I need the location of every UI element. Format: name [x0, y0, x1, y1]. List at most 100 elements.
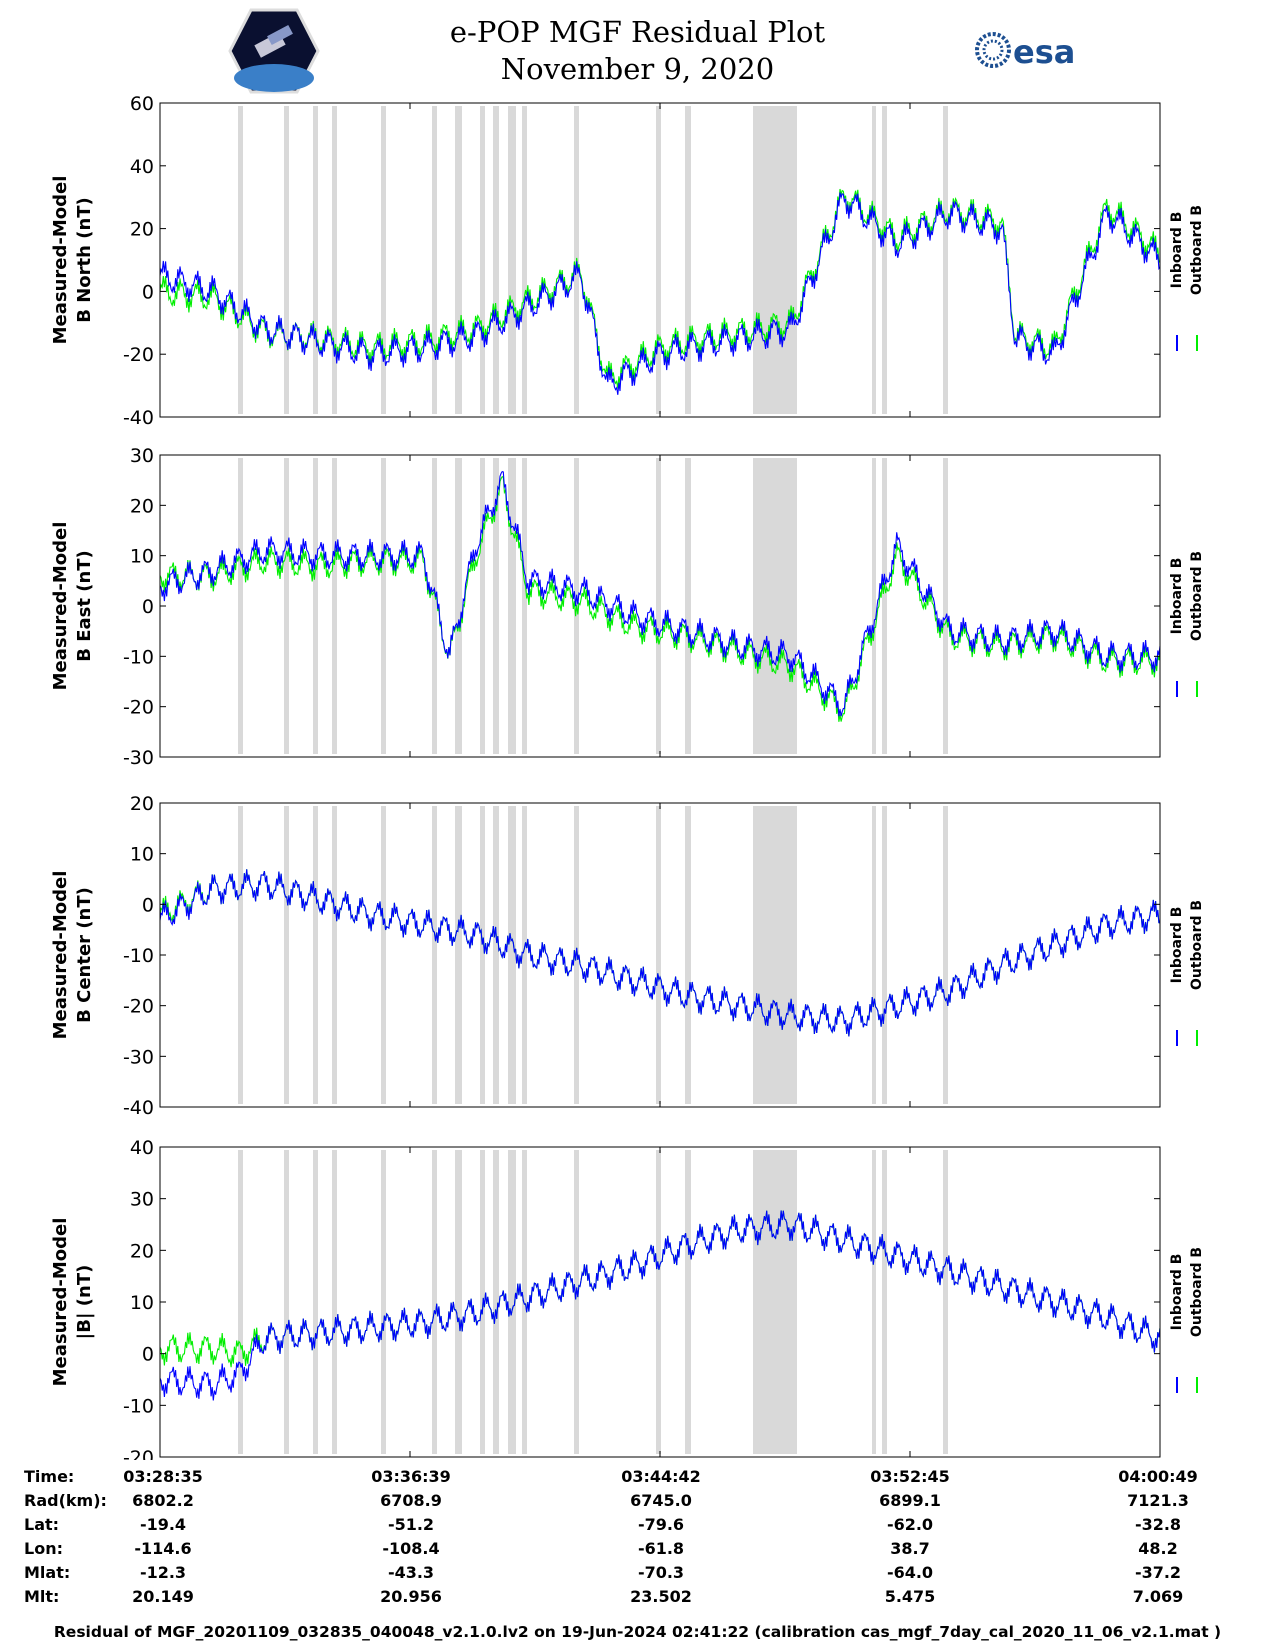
data-gap-band: [238, 106, 243, 414]
data-gap-band: [753, 106, 797, 414]
data-gap-band: [508, 1150, 516, 1454]
legend-inboard-label: Inboard B: [1169, 558, 1185, 635]
info-value: -43.3: [387, 1563, 435, 1582]
y-axis-label-line-2: B East (nT): [74, 550, 95, 662]
panel-4: -20 -10 0 10 20 30 40 Measured-Model |B| (nT) Inb…: [50, 1137, 1205, 1460]
data-gap-band: [284, 106, 289, 414]
data-gap-band: [522, 458, 527, 754]
y-tick-label: 20: [130, 1240, 154, 1262]
data-gap-band: [332, 806, 337, 1104]
info-value: -108.4: [382, 1539, 440, 1558]
y-tick-label: -20: [123, 1447, 154, 1460]
data-gap-band: [685, 1150, 691, 1454]
data-gap-band: [872, 458, 876, 754]
y-tick-label: -40: [123, 407, 154, 429]
y-tick-label: -40: [123, 1097, 154, 1119]
info-value: 20.956: [380, 1587, 442, 1606]
data-gap-band: [656, 106, 661, 414]
data-gap-band: [381, 1150, 386, 1454]
data-gap-band: [238, 806, 243, 1104]
data-gap-band: [455, 806, 462, 1104]
legend-inboard-label: Inboard B: [1169, 1254, 1185, 1331]
data-gap-band: [493, 1150, 499, 1454]
y-axis-label-line-1: Measured-Model: [50, 871, 71, 1040]
panel-1: -40 -20 0 20 40 60 Measured-Model B North (nT) I…: [50, 93, 1205, 429]
info-value: 23.502: [630, 1587, 692, 1606]
data-gap-band: [432, 106, 437, 414]
data-gap-band: [238, 1150, 243, 1454]
data-gap-band: [753, 458, 797, 754]
legend-outboard-label: Outboard B: [1189, 900, 1205, 990]
data-gap-band: [381, 806, 386, 1104]
data-gap-band: [284, 806, 289, 1104]
orbit-info-table: Time: Rad(km): Lat: Lon: Mlat: Mlt: 03:2…: [0, 1465, 1275, 1615]
data-gap-band: [381, 458, 386, 754]
legend-outboard-label: Outboard B: [1189, 1247, 1205, 1337]
inboard-series-line: [159, 470, 1161, 717]
info-value: 03:36:39: [371, 1467, 451, 1486]
data-gap-band: [882, 806, 887, 1104]
info-label-time: Time:: [24, 1467, 75, 1486]
data-gap-band: [493, 806, 499, 1104]
info-label-mlt: Mlt:: [24, 1587, 60, 1606]
data-gap-band: [480, 458, 485, 754]
info-value: -12.3: [139, 1563, 187, 1582]
y-tick-label: -10: [123, 1395, 154, 1417]
y-tick-label: 20: [130, 495, 154, 517]
data-gap-band: [432, 458, 437, 754]
data-gap-band: [332, 106, 337, 414]
data-gap-band: [480, 806, 485, 1104]
data-gap-band: [872, 1150, 876, 1454]
info-value: -114.6: [134, 1539, 192, 1558]
esa-logo-text: esa: [1013, 33, 1075, 70]
data-gap-band: [882, 1150, 887, 1454]
info-value: -70.3: [637, 1563, 685, 1582]
y-tick-label: 0: [142, 1344, 154, 1366]
data-gap-band: [313, 1150, 318, 1454]
data-gap-band: [313, 106, 318, 414]
y-tick-label: 20: [130, 219, 154, 241]
y-tick-label: -20: [123, 344, 154, 366]
y-tick-label: 40: [130, 1137, 154, 1159]
y-axis-label-line-2: B North (nT): [74, 197, 95, 323]
info-value: 6899.1: [879, 1491, 941, 1510]
y-tick-label: -10: [123, 945, 154, 967]
data-gap-band: [455, 106, 462, 414]
y-axis-label-line-1: Measured-Model: [50, 522, 71, 691]
data-gap-band: [508, 806, 516, 1104]
data-gap-band: [685, 106, 691, 414]
data-gap-band: [522, 1150, 527, 1454]
title-line-1: e-POP MGF Residual Plot: [449, 15, 826, 49]
data-gap-band: [508, 106, 516, 414]
inboard-series-line: [159, 869, 1161, 1037]
y-tick-label: 60: [130, 93, 154, 115]
legend-outboard-label: Outboard B: [1189, 551, 1205, 641]
esa-logo: esa: [975, 32, 1075, 70]
data-gap-band: [656, 806, 661, 1104]
legend-outboard-label: Outboard B: [1189, 205, 1205, 295]
info-value: 5.475: [884, 1587, 936, 1606]
inboard-series-line: [159, 192, 1161, 395]
data-gap-band: [238, 458, 243, 754]
info-value: -32.8: [1134, 1515, 1182, 1534]
y-axis-label-line-1: Measured-Model: [50, 1218, 71, 1387]
info-label-lat: Lat:: [24, 1515, 60, 1534]
data-gap-band: [943, 458, 948, 754]
data-gap-band: [284, 458, 289, 754]
panel-3: -40 -30 -20 -10 0 10 20 Measured-Model B Center …: [50, 793, 1205, 1119]
data-gap-band: [332, 1150, 337, 1454]
data-gap-band: [508, 458, 516, 754]
data-gap-band: [432, 806, 437, 1104]
info-value: 7.069: [1132, 1587, 1184, 1606]
y-tick-label: 10: [130, 844, 154, 866]
info-value: 6745.0: [630, 1491, 692, 1510]
y-tick-label: -30: [123, 747, 154, 769]
data-gap-band: [656, 1150, 661, 1454]
y-axis-label-line-2: B Center (nT): [74, 887, 95, 1023]
info-value: 6708.9: [380, 1491, 442, 1510]
data-gap-band: [313, 458, 318, 754]
y-axis-label-line-1: Measured-Model: [50, 176, 71, 345]
y-tick-label: 10: [130, 1292, 154, 1314]
data-gap-band: [685, 458, 691, 754]
